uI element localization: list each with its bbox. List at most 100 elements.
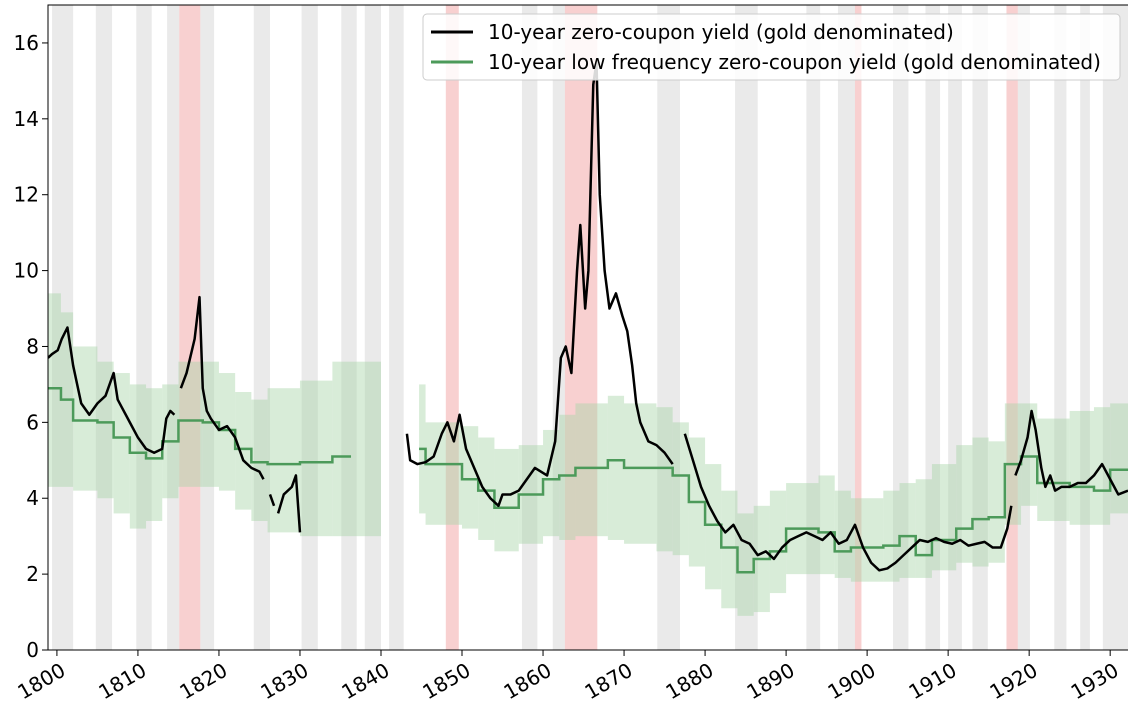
y-tick-label: 10 (14, 259, 39, 283)
confidence-band (332, 361, 352, 537)
recession-band (341, 5, 357, 650)
recession-band (364, 5, 381, 650)
confidence-band (97, 361, 114, 499)
recession-band (1080, 5, 1090, 650)
confidence-band (705, 464, 722, 590)
war-band (445, 5, 459, 650)
line (48, 60, 1128, 572)
y-tick-label: 4 (26, 486, 39, 510)
confidence-band (299, 380, 333, 537)
confidence-band (73, 346, 98, 491)
y-tick-label: 14 (14, 107, 39, 131)
confidence-band (146, 388, 163, 521)
recession-band (200, 5, 215, 650)
confidence-band (899, 483, 916, 578)
recession-band (52, 5, 74, 650)
recession-band (893, 5, 909, 650)
recession-band (657, 5, 680, 650)
y-tick-label: 8 (26, 334, 39, 358)
confidence-band (956, 445, 973, 563)
recession-band (948, 5, 962, 650)
x-tick-label: 1880 (661, 658, 717, 704)
confidence-band (543, 429, 560, 537)
x-tick-label: 1830 (256, 658, 312, 704)
step-line (48, 386, 1128, 574)
y-tick-label: 6 (26, 410, 39, 434)
confidence-band (425, 422, 463, 525)
confidence-band (559, 414, 576, 540)
confidence-band (218, 373, 236, 491)
confidence-band (251, 399, 268, 521)
confidence-band (931, 464, 957, 571)
recession-band (253, 5, 270, 650)
x-tick-label: 1850 (418, 658, 474, 704)
confidence-band (351, 361, 381, 537)
x-tick-label: 1800 (13, 658, 69, 704)
confidence-band (129, 384, 147, 529)
confidence-band (624, 403, 657, 544)
confidence-band (1069, 410, 1094, 525)
plot-area (48, 5, 1128, 650)
confidence-band (1021, 403, 1038, 506)
confidence-band (494, 448, 519, 552)
recession-band (167, 5, 180, 650)
confidence-band (988, 441, 1005, 563)
y-tick-label: 2 (26, 562, 39, 586)
recession-band (735, 5, 758, 650)
war-band (1006, 5, 1018, 650)
y-tick-label: 0 (26, 638, 39, 662)
confidence-band (267, 388, 300, 533)
recession-band (806, 5, 821, 650)
confidence-band (769, 490, 787, 594)
recession-band (925, 5, 941, 650)
x-tick-label: 1810 (94, 658, 150, 704)
x-tick-label: 1920 (986, 658, 1042, 704)
recession-band (301, 5, 318, 650)
war-band (179, 5, 201, 650)
legend-label: 10-year low frequency zero-coupon yield … (488, 50, 1101, 74)
y-tick-label: 16 (14, 31, 39, 55)
confidence-band (575, 403, 608, 537)
x-tick-label: 1930 (1067, 658, 1123, 704)
x-tick-label: 1910 (905, 658, 961, 704)
recession-band (136, 5, 152, 650)
x-tick-label: 1900 (824, 658, 880, 704)
confidence-band (178, 361, 203, 487)
confidence-band (818, 475, 835, 575)
recession-band (1017, 5, 1030, 650)
confidence-band (48, 293, 61, 487)
x-tick-label: 1890 (743, 658, 799, 704)
confidence-band (915, 479, 932, 578)
confidence-band (721, 490, 738, 609)
legend-box (422, 13, 1121, 81)
x-tick-label: 1860 (499, 658, 555, 704)
legend-label: 10-year zero-coupon yield (gold denomina… (488, 20, 954, 44)
recession-band (521, 5, 538, 650)
confidence-band (672, 422, 689, 556)
plot-frame (47, 4, 1128, 651)
war-band (854, 5, 862, 650)
confidence-band (202, 361, 219, 487)
recession-band (95, 5, 113, 650)
confidence-band (834, 490, 851, 578)
recession-band (1054, 5, 1067, 650)
confidence-band (607, 395, 625, 540)
y-tick-label: 12 (14, 183, 39, 207)
confidence-band (478, 437, 495, 540)
confidence-band (972, 437, 989, 567)
recession-band (1102, 5, 1128, 650)
confidence-band (1110, 403, 1128, 514)
recession-band (972, 5, 988, 650)
x-tick-label: 1820 (175, 658, 231, 704)
x-tick-label: 1870 (580, 658, 636, 704)
recession-band (389, 5, 404, 650)
confidence-band (737, 513, 754, 616)
confidence-band (656, 407, 673, 552)
confidence-band (235, 392, 252, 510)
recession-band (837, 5, 855, 650)
confidence-band (883, 490, 900, 582)
confidence-band (113, 373, 130, 514)
x-tick-label: 1840 (337, 658, 393, 704)
